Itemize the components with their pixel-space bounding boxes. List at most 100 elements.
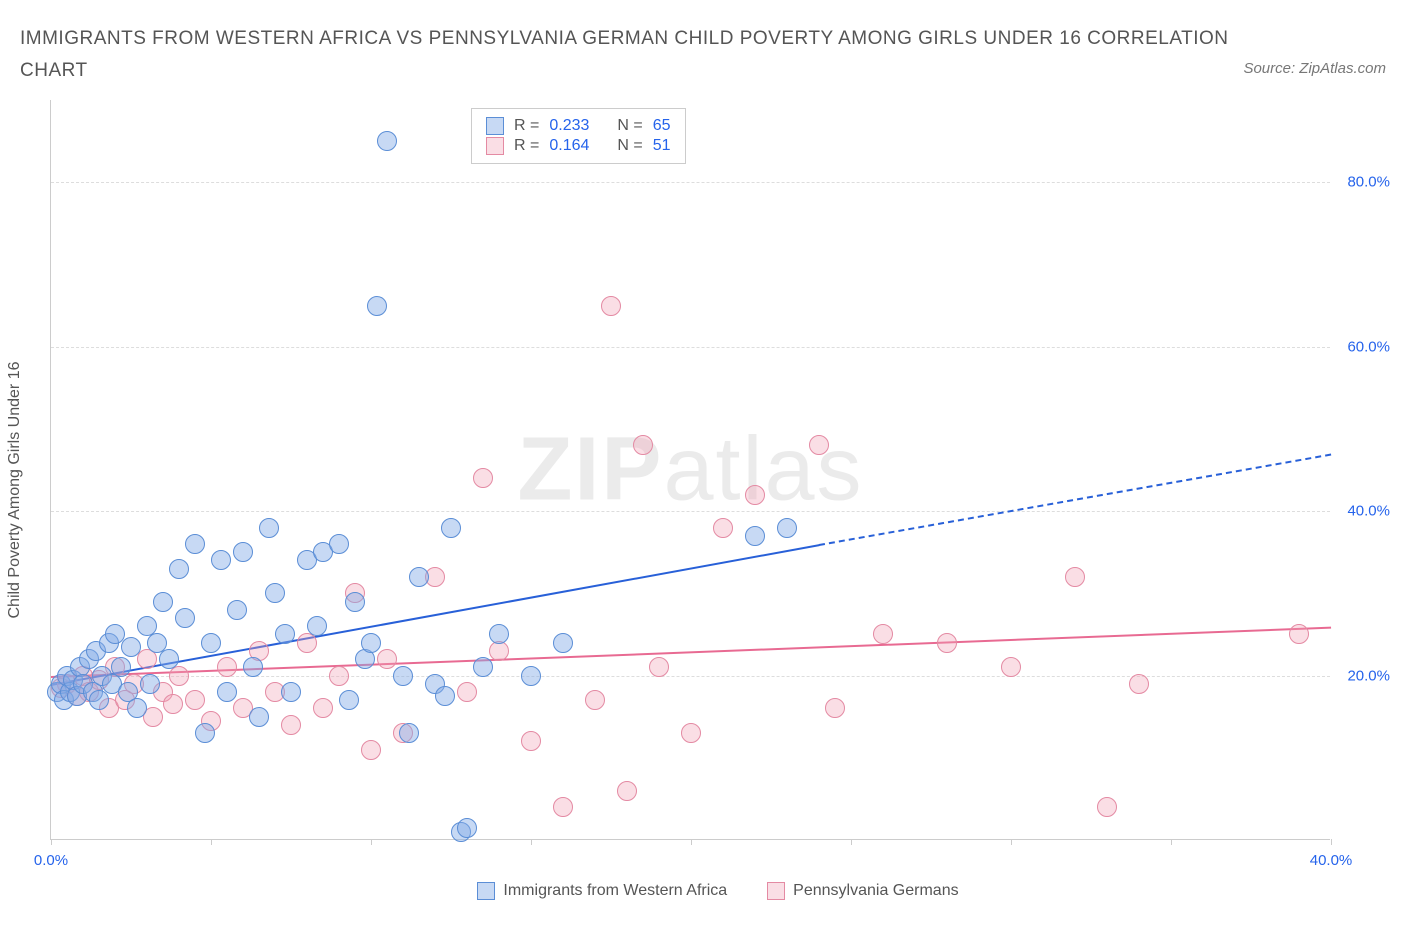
scatter-point <box>681 723 701 743</box>
bottom-legend: Immigrants from Western Africa Pennsylva… <box>50 860 1386 922</box>
y-axis-label: Child Poverty Among Girls Under 16 <box>6 362 24 619</box>
stat-n-label-blue: N = <box>617 117 642 135</box>
plot-area: ZIPatlas R = 0.233 N = 65 R = 0.164 N = … <box>50 100 1330 840</box>
scatter-point <box>275 624 295 644</box>
scatter-point <box>873 624 893 644</box>
scatter-point <box>435 686 455 706</box>
stat-n-label-pink: N = <box>617 137 642 155</box>
xtick-mark <box>211 839 212 845</box>
xtick-mark <box>691 839 692 845</box>
scatter-point <box>185 534 205 554</box>
chart-container: Child Poverty Among Girls Under 16 ZIPat… <box>50 100 1386 880</box>
scatter-point <box>745 485 765 505</box>
scatter-point <box>409 567 429 587</box>
xtick-mark <box>371 839 372 845</box>
scatter-point <box>227 600 247 620</box>
scatter-point <box>553 797 573 817</box>
scatter-point <box>169 559 189 579</box>
legend-item-blue: Immigrants from Western Africa <box>477 860 727 922</box>
stat-r-label-pink: R = <box>514 137 539 155</box>
scatter-point <box>473 468 493 488</box>
scatter-point <box>195 723 215 743</box>
scatter-point <box>217 657 237 677</box>
legend-swatch-pink <box>767 882 785 900</box>
ytick-label: 80.0% <box>1340 174 1390 191</box>
scatter-point <box>89 690 109 710</box>
scatter-point <box>361 740 381 760</box>
scatter-point <box>377 649 397 669</box>
source-label: Source: ZipAtlas.com <box>1243 60 1386 77</box>
stat-n-value-blue: 65 <box>653 117 671 135</box>
scatter-point <box>1289 624 1309 644</box>
scatter-point <box>1129 674 1149 694</box>
xtick-mark <box>51 839 52 845</box>
scatter-point <box>259 518 279 538</box>
scatter-point <box>393 666 413 686</box>
scatter-point <box>153 592 173 612</box>
scatter-point <box>361 633 381 653</box>
scatter-point <box>553 633 573 653</box>
scatter-point <box>265 583 285 603</box>
stat-n-value-pink: 51 <box>653 137 671 155</box>
scatter-point <box>777 518 797 538</box>
scatter-point <box>1097 797 1117 817</box>
scatter-point <box>489 624 509 644</box>
chart-title-line1: IMMIGRANTS FROM WESTERN AFRICA VS PENNSY… <box>20 28 1229 50</box>
gridline-h <box>51 511 1330 512</box>
stat-r-label-blue: R = <box>514 117 539 135</box>
scatter-point <box>163 694 183 714</box>
scatter-point <box>649 657 669 677</box>
scatter-point <box>185 690 205 710</box>
scatter-point <box>457 818 477 838</box>
scatter-point <box>329 534 349 554</box>
stats-legend-box: R = 0.233 N = 65 R = 0.164 N = 51 <box>471 108 686 164</box>
scatter-point <box>1001 657 1021 677</box>
scatter-point <box>521 731 541 751</box>
scatter-point <box>825 698 845 718</box>
legend-label-pink: Pennsylvania Germans <box>793 882 958 900</box>
scatter-point <box>127 698 147 718</box>
ytick-label: 20.0% <box>1340 667 1390 684</box>
scatter-point <box>329 666 349 686</box>
scatter-point <box>281 682 301 702</box>
scatter-point <box>937 633 957 653</box>
scatter-point <box>399 723 419 743</box>
swatch-blue <box>486 117 504 135</box>
watermark-light: atlas <box>663 419 863 519</box>
stats-row-blue: R = 0.233 N = 65 <box>486 117 671 135</box>
scatter-point <box>1065 567 1085 587</box>
scatter-point <box>111 657 131 677</box>
scatter-point <box>313 698 333 718</box>
chart-title-line2: CHART <box>20 60 88 82</box>
scatter-point <box>243 657 263 677</box>
scatter-point <box>617 781 637 801</box>
legend-item-pink: Pennsylvania Germans <box>767 860 958 922</box>
xtick-mark <box>1331 839 1332 845</box>
scatter-point <box>175 608 195 628</box>
xtick-mark <box>851 839 852 845</box>
scatter-point <box>809 435 829 455</box>
gridline-h <box>51 182 1330 183</box>
xtick-mark <box>1011 839 1012 845</box>
scatter-point <box>281 715 301 735</box>
scatter-point <box>521 666 541 686</box>
watermark: ZIPatlas <box>517 418 863 521</box>
scatter-point <box>457 682 477 702</box>
scatter-point <box>339 690 359 710</box>
scatter-point <box>217 682 237 702</box>
watermark-bold: ZIP <box>517 419 663 519</box>
ytick-label: 60.0% <box>1340 338 1390 355</box>
trend-line-dashed <box>819 454 1331 546</box>
scatter-point <box>159 649 179 669</box>
ytick-label: 40.0% <box>1340 503 1390 520</box>
scatter-point <box>367 296 387 316</box>
stats-row-pink: R = 0.164 N = 51 <box>486 137 671 155</box>
legend-label-blue: Immigrants from Western Africa <box>503 882 727 900</box>
scatter-point <box>633 435 653 455</box>
scatter-point <box>345 592 365 612</box>
scatter-point <box>377 131 397 151</box>
legend-swatch-blue <box>477 882 495 900</box>
scatter-point <box>140 674 160 694</box>
swatch-pink <box>486 137 504 155</box>
scatter-point <box>211 550 231 570</box>
